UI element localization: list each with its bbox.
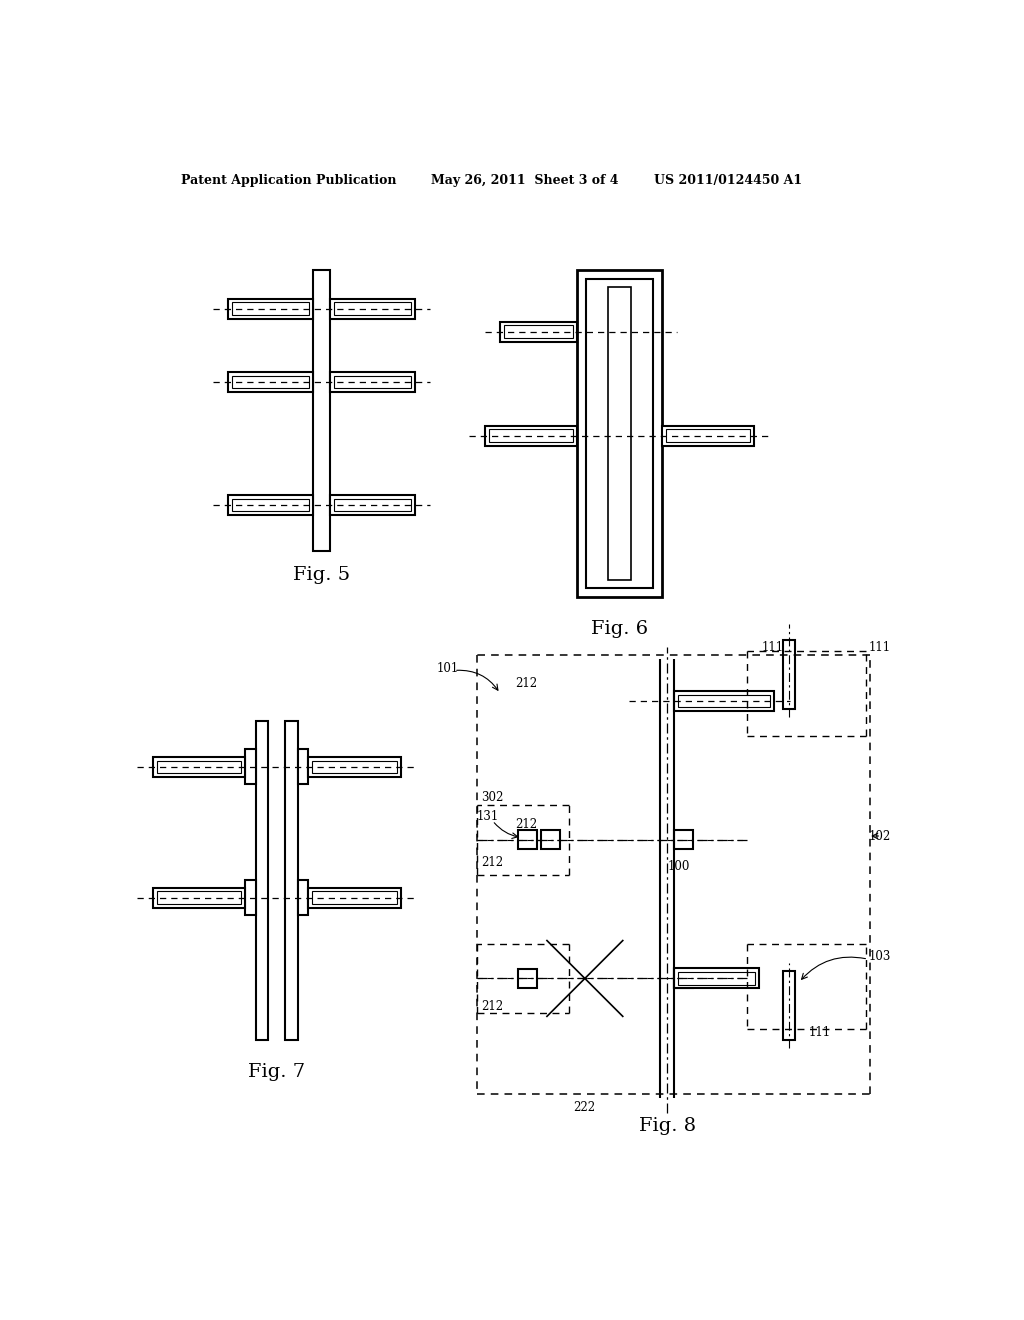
Bar: [608, 286, 631, 581]
Bar: [666, 429, 751, 442]
Bar: [246, 880, 256, 915]
Bar: [157, 760, 242, 774]
Text: 212: 212: [481, 857, 503, 870]
Text: 101: 101: [437, 663, 460, 676]
Text: 131: 131: [477, 810, 500, 824]
Bar: [674, 969, 693, 989]
Bar: [232, 376, 309, 388]
Bar: [518, 830, 538, 850]
Bar: [232, 302, 309, 314]
Bar: [153, 887, 246, 908]
Bar: [232, 499, 309, 511]
Bar: [298, 748, 308, 784]
Bar: [286, 721, 298, 1040]
Bar: [782, 970, 795, 1040]
Bar: [312, 760, 397, 774]
Text: 212: 212: [515, 677, 538, 690]
Bar: [313, 271, 330, 552]
Bar: [782, 640, 795, 709]
Bar: [587, 280, 652, 589]
Text: 102: 102: [868, 829, 891, 842]
Bar: [228, 495, 313, 515]
Bar: [246, 748, 256, 784]
Bar: [674, 692, 774, 711]
Text: 302: 302: [481, 791, 503, 804]
Text: 103: 103: [868, 950, 891, 964]
Text: 111: 111: [808, 1026, 830, 1039]
Bar: [334, 376, 411, 388]
Text: 111: 111: [762, 640, 784, 653]
Bar: [674, 969, 759, 989]
Bar: [504, 326, 573, 338]
Text: 111: 111: [868, 640, 890, 653]
Bar: [578, 271, 662, 598]
Bar: [678, 973, 755, 985]
Bar: [308, 756, 400, 776]
Bar: [541, 830, 560, 850]
Text: US 2011/0124450 A1: US 2011/0124450 A1: [654, 174, 802, 187]
Bar: [334, 302, 411, 314]
Bar: [228, 298, 313, 318]
Bar: [674, 830, 693, 850]
Text: 212: 212: [481, 1001, 503, 1014]
Bar: [228, 372, 313, 392]
Bar: [518, 969, 538, 989]
Text: Fig. 6: Fig. 6: [591, 620, 648, 639]
Bar: [330, 372, 415, 392]
Text: Patent Application Publication: Patent Application Publication: [180, 174, 396, 187]
Bar: [334, 499, 411, 511]
Bar: [500, 322, 578, 342]
Bar: [484, 425, 578, 446]
Text: Fig. 7: Fig. 7: [248, 1063, 305, 1081]
Bar: [662, 425, 755, 446]
Text: 222: 222: [573, 1101, 595, 1114]
Bar: [330, 298, 415, 318]
Text: May 26, 2011  Sheet 3 of 4: May 26, 2011 Sheet 3 of 4: [431, 174, 618, 187]
Bar: [308, 887, 400, 908]
Bar: [678, 696, 770, 708]
Bar: [312, 891, 397, 904]
Bar: [298, 880, 308, 915]
Text: Fig. 8: Fig. 8: [639, 1117, 696, 1135]
Bar: [330, 495, 415, 515]
Text: 212: 212: [515, 818, 538, 832]
Bar: [153, 756, 246, 776]
Text: Fig. 5: Fig. 5: [293, 566, 350, 585]
Bar: [157, 891, 242, 904]
Bar: [488, 429, 573, 442]
Bar: [256, 721, 268, 1040]
Text: 100: 100: [668, 861, 690, 874]
